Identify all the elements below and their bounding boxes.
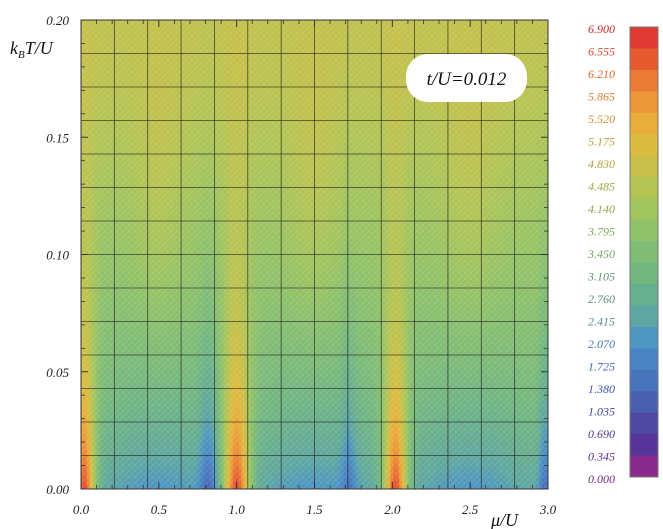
heatmap-plot-area [81,20,548,489]
